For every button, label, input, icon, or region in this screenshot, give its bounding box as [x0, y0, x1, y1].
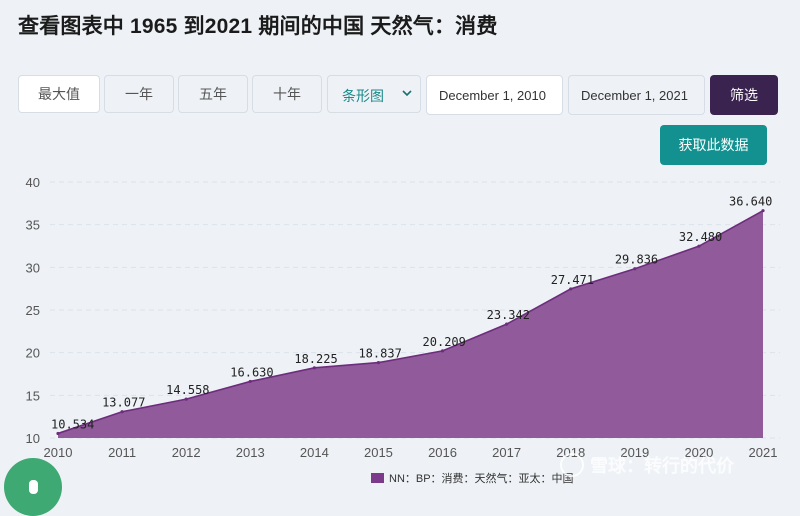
- data-point: [120, 410, 124, 414]
- data-point: [505, 322, 509, 326]
- data-label: 32.480: [679, 230, 722, 244]
- x-tick-label: 2014: [300, 445, 329, 460]
- series-line: [57, 209, 764, 435]
- start-date-input[interactable]: December 1, 2010: [426, 75, 563, 115]
- data-label: 23.342: [487, 308, 530, 322]
- x-tick-label: 2021: [749, 445, 778, 460]
- series-area: [58, 210, 763, 438]
- range-10y-button[interactable]: 十年: [252, 75, 322, 113]
- y-tick-label: 35: [26, 218, 40, 233]
- data-point: [697, 244, 701, 248]
- data-label: 36.640: [729, 195, 772, 209]
- legend-swatch: [371, 473, 384, 483]
- x-tick-label: 2020: [684, 445, 713, 460]
- chat-icon: [29, 480, 38, 494]
- y-tick-label: 25: [26, 303, 40, 318]
- data-label: 10.534: [51, 417, 94, 431]
- legend-series-label: NN：BP：消费：天然气：亚太：中国: [389, 473, 574, 485]
- data-label: 18.225: [294, 352, 337, 366]
- data-point: [184, 397, 188, 401]
- data-label: 14.558: [166, 383, 209, 397]
- data-label: 20.209: [423, 335, 466, 349]
- y-tick-label: 20: [26, 346, 40, 361]
- y-tick-label: 15: [26, 388, 40, 403]
- chevron-down-icon: [402, 90, 412, 97]
- chat-fab-button[interactable]: [4, 458, 62, 516]
- x-tick-label: 2016: [428, 445, 457, 460]
- x-tick-label: 2012: [172, 445, 201, 460]
- watermark: 雪球：转行的代价: [560, 452, 734, 478]
- range-5y-button[interactable]: 五年: [178, 75, 248, 113]
- end-date-input[interactable]: December 1, 2021: [568, 75, 705, 115]
- data-label: 13.077: [102, 396, 145, 410]
- x-tick-label: 2010: [44, 445, 73, 460]
- data-point: [56, 431, 60, 436]
- x-tick-label: 2019: [620, 445, 649, 460]
- data-label: 16.630: [230, 365, 273, 379]
- data-point: [248, 379, 252, 384]
- data-point: [569, 287, 573, 291]
- data-point: [440, 349, 445, 353]
- y-tick-label: 40: [26, 175, 40, 190]
- data-label: 27.471: [551, 273, 594, 287]
- range-1y-button[interactable]: 一年: [104, 75, 174, 113]
- range-max-button[interactable]: 最大值: [18, 75, 100, 113]
- area-chart: 10 15 20 25 30 35 40 10.534 13.077 14.558 16.630 18…: [26, 175, 780, 460]
- y-tick-label: 10: [26, 431, 40, 446]
- x-tick-label: 2013: [236, 445, 265, 460]
- chart-type-select[interactable]: 条形图: [327, 75, 421, 113]
- x-tick-label: 2017: [492, 445, 521, 460]
- chart-legend[interactable]: NN：BP：消费：天然气：亚太：中国: [371, 470, 574, 486]
- watermark-text: 雪球：转行的代价: [590, 456, 734, 476]
- get-data-button[interactable]: 获取此数据: [660, 125, 767, 165]
- page-title: 查看图表中 1965 到2021 期间的中国 天然气：消费: [18, 15, 498, 38]
- x-tick-label: 2015: [364, 445, 393, 460]
- data-label: 18.837: [358, 347, 401, 361]
- data-point: [376, 360, 381, 365]
- data-point: [761, 209, 765, 213]
- data-label: 29.836: [615, 253, 658, 267]
- filter-button[interactable]: 筛选: [710, 75, 778, 115]
- data-point: [312, 366, 316, 370]
- x-tick-label: 2011: [108, 445, 136, 460]
- y-tick-label: 30: [26, 260, 40, 275]
- data-point: [633, 267, 637, 271]
- watermark-logo-icon: [560, 453, 584, 477]
- chart-type-value: 条形图: [342, 88, 384, 104]
